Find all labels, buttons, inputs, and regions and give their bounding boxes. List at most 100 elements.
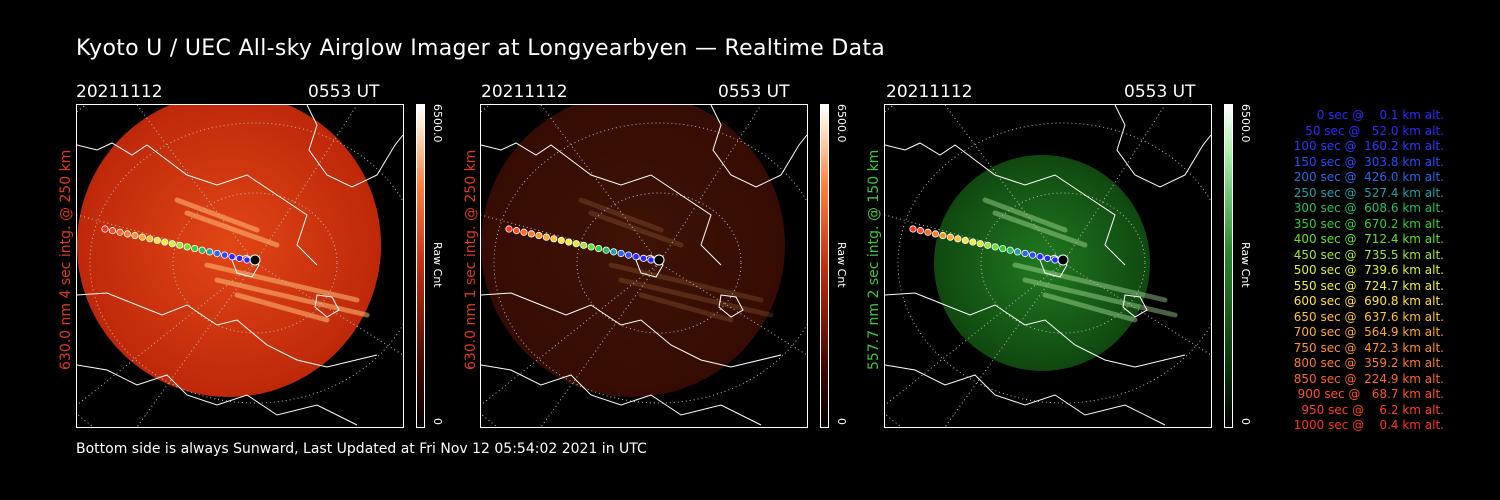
track-point (176, 241, 184, 249)
track-point (108, 227, 117, 235)
track-point (939, 231, 947, 240)
track-point (595, 244, 603, 253)
track-point (153, 236, 161, 245)
panel-2-time: 0553 UT (718, 82, 790, 102)
track-point (512, 227, 521, 235)
track-point (527, 230, 536, 238)
track-point (632, 253, 640, 261)
track-point (565, 238, 573, 246)
legend-row: 50 sec @ 52.0 km alt. (1305, 123, 1444, 138)
track-point (146, 235, 154, 243)
sky-image (934, 155, 1150, 371)
panel-3-cbar-unit: Raw Cnt (1239, 242, 1252, 288)
legend-row: 500 sec @ 739.6 km alt. (1293, 263, 1444, 277)
panel-1-time: 0553 UT (308, 82, 380, 102)
station-marker (249, 254, 261, 266)
footer-status: Bottom side is always Sunward, Last Upda… (76, 441, 647, 457)
track-point (131, 231, 139, 240)
track-point (931, 230, 940, 238)
legend-row: 400 sec @ 712.4 km alt. (1293, 232, 1444, 246)
track-point (1051, 256, 1059, 264)
panel-3-colorbar (1224, 104, 1233, 428)
track-point (520, 228, 528, 236)
legend-row: 150 sec @ 303.8 km alt. (1293, 154, 1444, 169)
legend-row: 250 sec @ 527.4 km alt. (1293, 185, 1444, 200)
legend-row: 200 sec @ 426.0 km alt. (1293, 170, 1444, 184)
track-point (557, 236, 565, 245)
track-point (610, 248, 618, 256)
panel-2-cbar-min: 0 (835, 418, 848, 425)
track-point (235, 254, 244, 262)
track-point (123, 230, 132, 238)
legend-row: 900 sec @ 68.7 km alt. (1297, 387, 1444, 401)
legend-row: 850 sec @ 224.9 km alt. (1293, 371, 1444, 386)
track-point (168, 240, 176, 248)
panel-2-cbar-unit: Raw Cnt (835, 242, 848, 288)
track-point (550, 235, 558, 243)
track-point (505, 225, 513, 233)
panel-3-image (884, 104, 1212, 428)
sky-image (481, 105, 785, 397)
track-point (991, 243, 999, 251)
panel-1-colorbar (416, 104, 425, 428)
track-point (580, 241, 588, 249)
legend-row: 750 sec @ 472.3 km alt. (1293, 340, 1444, 355)
track-point (602, 246, 610, 254)
track-point (639, 254, 648, 262)
track-point (243, 256, 251, 264)
track-point (1021, 249, 1029, 258)
panel-2-cbar-max: 6500.0 (835, 104, 848, 143)
track-point (542, 233, 550, 241)
panel-1-side-label: 630.0 nm 4 sec intg. @ 250 km (58, 149, 74, 370)
track-point (161, 238, 169, 246)
track-point (220, 251, 229, 259)
panel-3-cbar-max: 6500.0 (1239, 104, 1252, 143)
track-point (617, 249, 625, 258)
panel-1-date: 20211112 (76, 82, 163, 102)
panel-3-cbar-min: 0 (1239, 418, 1252, 425)
legend-row: 600 sec @ 690.8 km alt. (1293, 294, 1444, 308)
track-point (101, 225, 109, 233)
track-point (1014, 248, 1022, 256)
track-point (961, 236, 969, 245)
track-point (198, 246, 206, 254)
panel-1-cbar-min: 0 (431, 418, 444, 425)
page-title: Kyoto U / UEC All-sky Airglow Imager at … (76, 36, 886, 61)
track-point (1036, 253, 1044, 261)
panel-2-date: 20211112 (481, 82, 568, 102)
track-point (946, 233, 954, 241)
track-point (916, 227, 925, 235)
panel-1-image (76, 104, 404, 428)
track-point (587, 243, 595, 251)
sky-image (77, 105, 381, 397)
legend-row: 800 sec @ 359.2 km alt. (1293, 356, 1444, 370)
track-point (535, 231, 543, 240)
track-point (116, 228, 124, 236)
track-point (213, 249, 221, 258)
legend-row: 550 sec @ 724.7 km alt. (1293, 278, 1444, 293)
track-point (1006, 246, 1014, 254)
station-marker (653, 254, 665, 266)
panel-2-image (480, 104, 808, 428)
track-point (984, 241, 992, 249)
track-point (191, 244, 199, 253)
track-point (969, 238, 977, 246)
legend-row: 950 sec @ 6.2 km alt. (1301, 402, 1444, 417)
legend-row: 350 sec @ 670.2 km alt. (1293, 216, 1444, 231)
track-point (909, 225, 917, 233)
track-point (228, 253, 236, 261)
legend-row: 100 sec @ 160.2 km alt. (1293, 139, 1444, 153)
panel-3-date: 20211112 (886, 82, 973, 102)
track-point (976, 240, 984, 248)
track-point (1028, 251, 1037, 259)
legend-row: 300 sec @ 608.6 km alt. (1293, 201, 1444, 215)
legend-row: 700 sec @ 564.9 km alt. (1293, 325, 1444, 339)
legend-row: 1000 sec @ 0.4 km alt. (1293, 418, 1444, 432)
track-point (647, 256, 655, 264)
panel-1-cbar-max: 6500.0 (431, 104, 444, 143)
legend-row: 0 sec @ 0.1 km alt. (1316, 108, 1444, 122)
station-marker (1057, 254, 1069, 266)
track-point (624, 251, 633, 259)
track-point (954, 235, 962, 243)
track-point (206, 248, 214, 256)
